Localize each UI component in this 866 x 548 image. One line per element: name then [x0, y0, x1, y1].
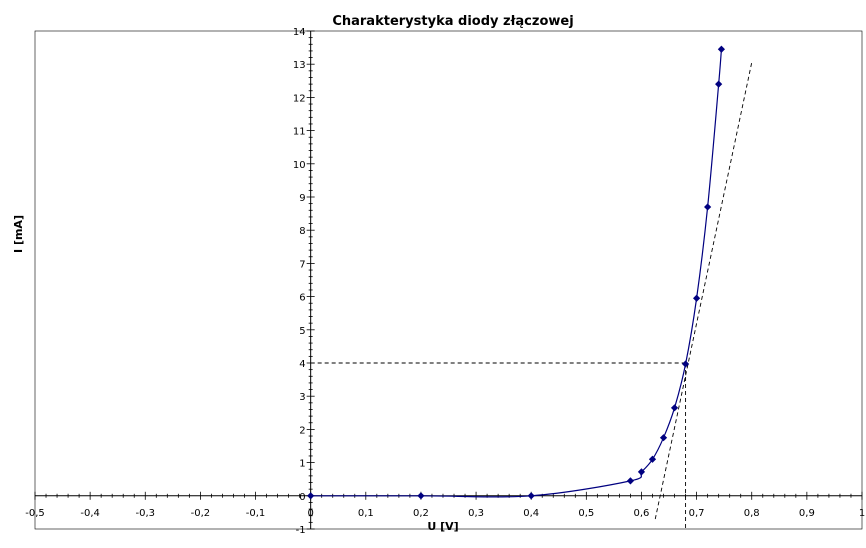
x-tick-label: 0,3	[468, 508, 484, 519]
y-tick-label: 4	[299, 359, 305, 370]
data-point	[717, 45, 726, 53]
data-point	[527, 492, 535, 500]
y-tick-label: 14	[293, 27, 306, 38]
y-tick-label: 0	[299, 492, 305, 503]
x-tick-label: 0,2	[413, 508, 429, 519]
y-tick-label: 8	[299, 226, 305, 237]
series-layer	[307, 45, 726, 500]
x-axis-title: U [V]	[427, 520, 458, 533]
y-tick-label: 3	[299, 392, 305, 403]
data-point	[626, 477, 635, 485]
data-point	[307, 492, 315, 500]
x-tick-label: 0	[307, 508, 313, 519]
x-tick-label: -0,5	[25, 508, 45, 519]
y-tick-label: 13	[293, 60, 306, 71]
data-point	[648, 455, 657, 463]
data-point	[681, 360, 690, 368]
x-tick-label: 0,4	[523, 508, 539, 519]
data-point	[704, 203, 712, 211]
data-point	[693, 294, 701, 302]
y-tick-label: 1	[299, 459, 305, 470]
y-tick-label: 10	[293, 160, 306, 171]
y-tick-label: 9	[299, 193, 305, 204]
y-tick-label: 7	[299, 259, 305, 270]
y-tick-label: 6	[299, 293, 305, 304]
data-point	[670, 404, 679, 412]
data-point	[659, 434, 668, 442]
y-tick-label: 5	[299, 326, 305, 337]
x-tick-label: 1	[859, 508, 865, 519]
y-tick-label: 11	[293, 127, 306, 138]
axes-layer: -0,5 -0,4 -0,3 -0,2 -0,1 0 0,1 0,2 0,3 0,4 0,5 0,6 0…	[25, 27, 865, 536]
data-point	[417, 492, 425, 500]
tangent-layer	[310, 62, 753, 529]
x-tick-label: -0,1	[246, 508, 266, 519]
y-tick-label: 12	[293, 93, 306, 104]
data-point	[637, 468, 646, 476]
x-tick-label: -0,2	[191, 508, 211, 519]
x-tick-label: 0,1	[358, 508, 374, 519]
x-tick-label: -0,3	[136, 508, 156, 519]
tangent-line	[654, 62, 753, 520]
data-point	[715, 80, 723, 88]
plot-area	[34, 30, 863, 530]
y-axis-title: I [mA]	[12, 215, 25, 253]
x-tick-label: 0,7	[689, 508, 705, 519]
chart-title: Charakterystyka diody złączowej	[332, 14, 573, 29]
x-tick-label: 0,6	[634, 508, 650, 519]
x-tick-label: 0,8	[744, 508, 760, 519]
x-tick-label: -0,4	[80, 508, 100, 519]
x-tick-label: 0,9	[799, 508, 815, 519]
x-tick-label: 0,5	[578, 508, 594, 519]
y-tick-label: -1	[296, 525, 306, 536]
y-tick-label: 2	[299, 425, 305, 436]
